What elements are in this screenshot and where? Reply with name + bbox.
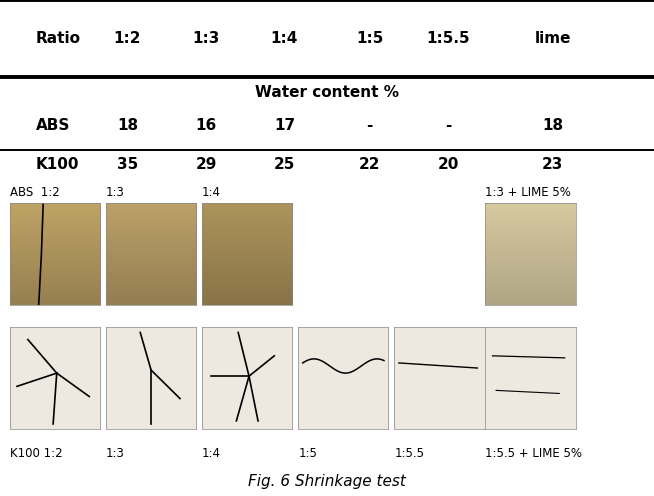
Text: 16: 16 xyxy=(196,118,216,133)
Text: 18: 18 xyxy=(117,118,138,133)
Text: 1:2: 1:2 xyxy=(114,31,141,46)
Text: 1:3: 1:3 xyxy=(106,447,125,460)
Text: 1:3 + LIME 5%: 1:3 + LIME 5% xyxy=(485,186,571,199)
Text: 25: 25 xyxy=(274,157,295,172)
Text: 1:5.5 + LIME 5%: 1:5.5 + LIME 5% xyxy=(485,447,582,460)
Text: 1:4: 1:4 xyxy=(202,447,221,460)
Text: Fig. 6 Shrinkage test: Fig. 6 Shrinkage test xyxy=(248,474,406,489)
Text: -: - xyxy=(445,118,451,133)
Text: -: - xyxy=(366,118,373,133)
Text: 1:3: 1:3 xyxy=(192,31,220,46)
Text: 29: 29 xyxy=(196,157,216,172)
Text: Ratio: Ratio xyxy=(36,31,81,46)
Text: K100: K100 xyxy=(36,157,80,172)
Text: lime: lime xyxy=(534,31,571,46)
Text: 1:3: 1:3 xyxy=(106,186,125,199)
Text: 1:5: 1:5 xyxy=(298,447,317,460)
Text: ABS  1:2: ABS 1:2 xyxy=(10,186,60,199)
Text: 1:4: 1:4 xyxy=(202,186,221,199)
Text: K100 1:2: K100 1:2 xyxy=(10,447,62,460)
Text: 35: 35 xyxy=(117,157,138,172)
Text: Water content %: Water content % xyxy=(255,84,399,100)
Text: 17: 17 xyxy=(274,118,295,133)
Text: 20: 20 xyxy=(438,157,458,172)
Text: 1:5.5: 1:5.5 xyxy=(426,31,470,46)
Text: 22: 22 xyxy=(359,157,380,172)
Text: 1:4: 1:4 xyxy=(271,31,298,46)
Text: ABS: ABS xyxy=(36,118,71,133)
Text: 23: 23 xyxy=(542,157,563,172)
Text: 18: 18 xyxy=(542,118,563,133)
Text: 1:5.5: 1:5.5 xyxy=(394,447,424,460)
Text: 1:5: 1:5 xyxy=(356,31,383,46)
